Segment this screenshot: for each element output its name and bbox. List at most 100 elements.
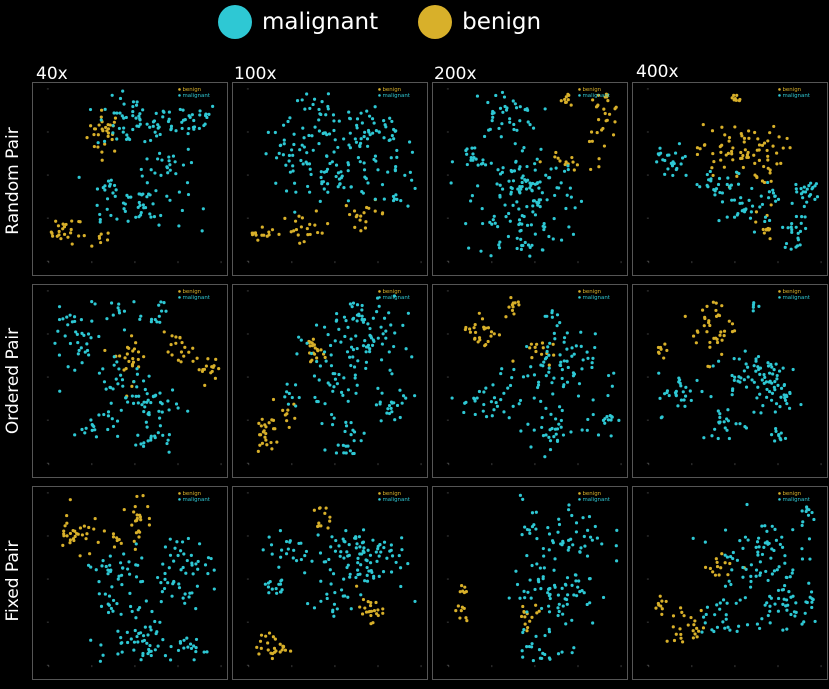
malignant-point: [329, 353, 333, 357]
malignant-point: [112, 183, 117, 188]
malignant-point: [269, 543, 274, 547]
malignant-point: [303, 554, 307, 558]
malignant-point: [567, 225, 571, 229]
malignant-point: [111, 387, 115, 391]
malignant-point: [131, 114, 135, 118]
malignant-point: [191, 572, 195, 576]
benign-point: [590, 139, 594, 143]
malignant-point: [110, 301, 114, 305]
benign-point: [715, 340, 720, 345]
malignant-point: [740, 201, 744, 205]
benign-point: [72, 538, 76, 543]
benign-point: [556, 156, 560, 160]
malignant-point: [760, 617, 764, 621]
malignant-point: [270, 552, 274, 556]
scatter-panel-random-pair-40x: benign malignant: [32, 82, 228, 276]
malignant-point: [559, 425, 563, 429]
malignant-point: [161, 562, 165, 566]
malignant-point: [539, 606, 544, 611]
malignant-point: [331, 389, 335, 393]
malignant-point: [756, 354, 761, 359]
benign-point: [753, 130, 757, 135]
malignant-point: [513, 102, 517, 106]
malignant-point: [537, 648, 542, 652]
benign-point: [701, 308, 705, 312]
benign-point: [139, 518, 143, 522]
malignant-point: [326, 182, 330, 186]
benign-point: [125, 345, 130, 349]
malignant-point: [305, 341, 309, 345]
malignant-point: [89, 565, 93, 569]
malignant-point: [398, 388, 402, 392]
malignant-point: [473, 146, 477, 150]
benign-point: [731, 146, 735, 150]
benign-point: [563, 162, 567, 167]
malignant-point: [377, 554, 381, 558]
malignant-point: [358, 160, 362, 164]
malignant-point: [762, 545, 766, 549]
malignant-point: [743, 535, 748, 539]
malignant-point: [125, 193, 129, 197]
benign-point: [111, 532, 116, 536]
malignant-point: [732, 215, 737, 219]
benign-point: [366, 600, 370, 604]
malignant-point: [556, 606, 560, 610]
panel-legend-label-malignant: malignant: [182, 93, 209, 99]
malignant-point: [284, 163, 288, 167]
malignant-point: [385, 411, 389, 415]
benign-point: [132, 539, 136, 543]
malignant-point: [805, 505, 809, 509]
benign-point: [703, 143, 707, 147]
malignant-point: [319, 579, 323, 583]
malignant-point: [463, 401, 467, 405]
malignant-point: [721, 620, 725, 624]
malignant-point: [299, 557, 303, 562]
benign-point: [714, 301, 718, 305]
malignant-point: [129, 637, 133, 641]
malignant-point: [536, 577, 540, 581]
panel-legend-label-malignant: malignant: [582, 497, 609, 503]
malignant-point: [374, 550, 378, 554]
malignant-point: [97, 334, 101, 339]
benign-point: [96, 133, 100, 137]
benign-point: [755, 148, 759, 152]
benign-point: [757, 158, 761, 162]
malignant-point: [355, 117, 360, 121]
malignant-point: [800, 547, 804, 551]
malignant-point: [139, 314, 143, 318]
malignant-point: [483, 163, 488, 167]
malignant-point: [751, 305, 755, 309]
malignant-point: [344, 451, 348, 455]
malignant-point: [132, 640, 137, 644]
benign-point: [594, 105, 599, 109]
panel-legend-label-benign: benign: [782, 289, 801, 295]
malignant-point: [153, 648, 157, 652]
benign-point: [210, 365, 214, 369]
malignant-point: [386, 407, 390, 411]
malignant-point: [774, 402, 779, 406]
benign-point: [265, 234, 269, 238]
malignant-point: [712, 188, 716, 192]
benign-point: [679, 632, 683, 637]
malignant-point: [207, 112, 211, 116]
malignant-point: [318, 364, 322, 368]
scatter-panel-random-pair-400x: benign malignant: [632, 82, 828, 276]
malignant-point: [349, 337, 353, 341]
malignant-point: [734, 601, 738, 605]
malignant-point: [112, 111, 116, 115]
malignant-point: [86, 563, 91, 567]
malignant-point: [778, 369, 782, 373]
malignant-point: [186, 147, 190, 151]
malignant-point: [758, 392, 762, 396]
malignant-point: [360, 121, 364, 125]
benign-point: [589, 167, 593, 171]
malignant-point: [500, 90, 505, 94]
malignant-point: [354, 536, 358, 540]
panel-legend-marker-benign: [178, 290, 181, 293]
malignant-point: [336, 443, 340, 447]
malignant-point: [205, 650, 209, 654]
malignant-point: [329, 545, 333, 549]
malignant-point: [517, 218, 522, 222]
malignant-point: [303, 107, 307, 111]
